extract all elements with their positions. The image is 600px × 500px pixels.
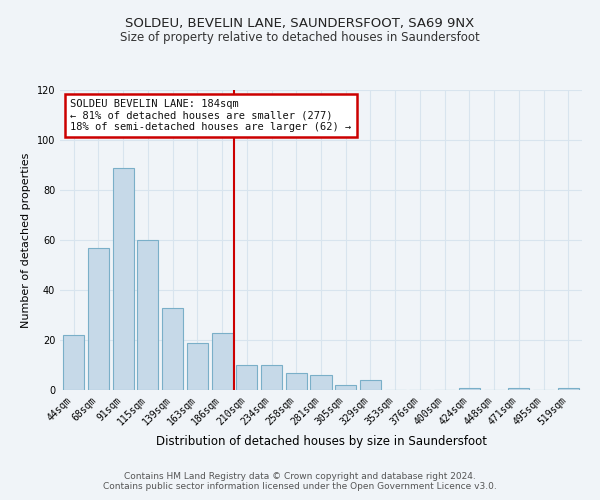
- Text: Size of property relative to detached houses in Saundersfoot: Size of property relative to detached ho…: [120, 31, 480, 44]
- Bar: [261, 365, 282, 390]
- Bar: [286, 372, 307, 390]
- Bar: [236, 365, 257, 390]
- Bar: [360, 380, 381, 390]
- Text: SOLDEU, BEVELIN LANE, SAUNDERSFOOT, SA69 9NX: SOLDEU, BEVELIN LANE, SAUNDERSFOOT, SA69…: [125, 18, 475, 30]
- Bar: [137, 240, 158, 390]
- Bar: [63, 335, 84, 390]
- Bar: [335, 385, 356, 390]
- X-axis label: Distribution of detached houses by size in Saundersfoot: Distribution of detached houses by size …: [155, 435, 487, 448]
- Bar: [187, 342, 208, 390]
- Bar: [162, 308, 183, 390]
- Text: Contains public sector information licensed under the Open Government Licence v3: Contains public sector information licen…: [103, 482, 497, 491]
- Text: SOLDEU BEVELIN LANE: 184sqm
← 81% of detached houses are smaller (277)
18% of se: SOLDEU BEVELIN LANE: 184sqm ← 81% of det…: [70, 99, 352, 132]
- Bar: [459, 388, 480, 390]
- Bar: [113, 168, 134, 390]
- Bar: [310, 375, 332, 390]
- Bar: [558, 388, 579, 390]
- Bar: [212, 332, 233, 390]
- Bar: [88, 248, 109, 390]
- Text: Contains HM Land Registry data © Crown copyright and database right 2024.: Contains HM Land Registry data © Crown c…: [124, 472, 476, 481]
- Bar: [508, 388, 529, 390]
- Y-axis label: Number of detached properties: Number of detached properties: [21, 152, 31, 328]
